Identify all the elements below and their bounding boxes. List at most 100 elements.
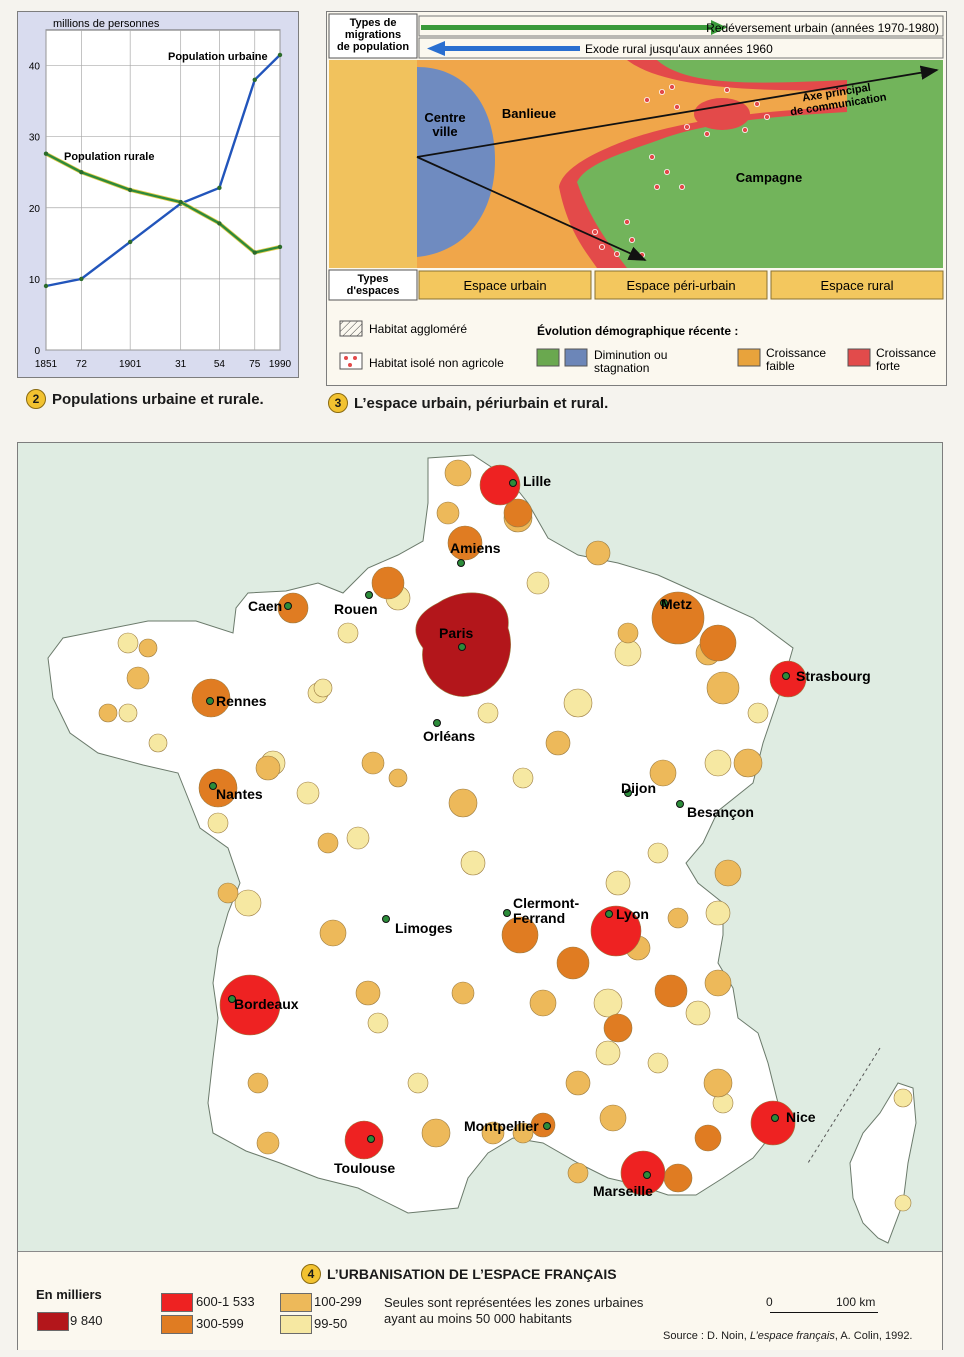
scale-zero: 0 (766, 1295, 773, 1309)
plot-area (45, 29, 281, 351)
figure-number-badge: 4 (301, 1264, 321, 1284)
data-point (178, 199, 183, 205)
city-label-metz: Metz (661, 596, 692, 612)
legend-label-9840: 9 840 (70, 1313, 103, 1328)
series-label-urbaine: Population urbaine (168, 51, 268, 63)
population-chart-panel: 0 10 20 30 40 1851 72 1901 31 54 75 1990 millions de… (17, 11, 299, 378)
figure-number-badge: 2 (26, 389, 46, 409)
legend-label-99-50: 99-50 (314, 1316, 348, 1331)
france-urbanisation-map: Lille Amiens Caen Rouen Paris Metz Stras… (47, 454, 917, 1244)
legend-label-600-1533: 600-1 533 (196, 1294, 255, 1309)
x-tick-label: 31 (175, 359, 187, 370)
legend-note: Seules sont représentées les zones urbai… (384, 1295, 644, 1326)
croissance-forte-label: Croissance forte (876, 346, 936, 373)
campagne-label: Campagne (736, 170, 802, 185)
city-label-montpellier: Montpellier (464, 1118, 539, 1134)
data-point (127, 239, 133, 245)
city-label-strasbourg: Strasbourg (796, 668, 871, 684)
scale-label: 100 km (836, 1295, 876, 1309)
x-tick-label: 54 (214, 359, 226, 370)
data-point (277, 244, 283, 250)
legend-swatch-300-599 (161, 1315, 193, 1334)
y-tick-label: 30 (29, 133, 41, 144)
arrow-green-label: Redéversement urbain (années 1970-1980) (706, 21, 939, 35)
legend-label-300-599: 300-599 (196, 1316, 244, 1331)
city-label-besancon: Besançon (687, 804, 754, 820)
figure-number-badge: 3 (328, 393, 348, 413)
map-legend: 4 L’URBANISATION DE L’ESPACE FRANÇAIS En… (18, 1251, 942, 1350)
population-line-chart: 0 10 20 30 40 1851 72 1901 31 54 75 1990 millions de… (29, 18, 292, 370)
figure3-caption-text: L’espace urbain, périurbain et rural. (354, 394, 609, 412)
source-prefix: Source : D. Noin, (663, 1330, 750, 1342)
source-suffix: , A. Colin, 1992. (834, 1330, 913, 1342)
france-mainland (47, 454, 794, 1214)
espace-urbain-label: Espace urbain (463, 278, 546, 293)
banlieue-label: Banlieue (502, 106, 556, 121)
y-axis-label: millions de personnes (53, 18, 160, 30)
city-label-marseille: Marseille (593, 1183, 653, 1199)
data-point (217, 221, 222, 226)
isole-legend-label: Habitat isolé non agricole (369, 356, 504, 370)
diminution-label: Diminution ou stagnation (594, 348, 667, 375)
x-tick-label: 1990 (269, 359, 292, 370)
legend-title: En milliers (36, 1287, 102, 1302)
figure4-caption: 4 L’URBANISATION DE L’ESPACE FRANÇAIS (301, 1264, 617, 1284)
figure2-caption-text: Populations urbaine et rurale. (52, 390, 264, 408)
city-label-nantes: Nantes (216, 786, 263, 802)
city-label-caen: Caen (248, 598, 282, 614)
isolated-housing-icon (344, 356, 357, 367)
figure3-caption: 3 L’espace urbain, périurbain et rural. (328, 393, 608, 413)
legend-swatch-100-299 (280, 1293, 312, 1312)
croissance-faible-label: Croissance faible (766, 346, 826, 373)
y-tick-label: 40 (29, 62, 41, 73)
data-point (252, 250, 257, 255)
data-point (79, 276, 84, 282)
data-point (43, 283, 49, 289)
city-labels: Lille Amiens Caen Rouen Paris Metz Stras… (216, 473, 871, 1199)
data-point (43, 151, 49, 156)
city-label-lille: Lille (523, 473, 551, 489)
source-title: L’espace français (749, 1330, 835, 1342)
evolution-title: Évolution démographique récente : (537, 323, 738, 338)
city-label-rouen: Rouen (334, 601, 378, 617)
city-label-bordeaux: Bordeaux (234, 996, 299, 1012)
city-label-nice: Nice (786, 1109, 816, 1125)
arrow-blue-label: Exode rural jusqu'aux années 1960 (585, 42, 773, 56)
city-label-amiens: Amiens (450, 540, 501, 556)
x-tick-label: 72 (76, 359, 88, 370)
legend-label-100-299: 100-299 (314, 1294, 362, 1309)
figure4-title: L’URBANISATION DE L’ESPACE FRANÇAIS (327, 1266, 617, 1282)
migration-header: Types de migrations de population (337, 17, 409, 53)
data-point (217, 185, 222, 191)
city-label-clermont-2: Ferrand (513, 910, 565, 926)
data-point (252, 77, 257, 82)
city-label-orleans: Orléans (423, 728, 475, 744)
hatch-legend-label: Habitat aggloméré (369, 322, 467, 336)
city-label-paris: Paris (439, 625, 473, 641)
legend-swatch-600-1533 (161, 1293, 193, 1312)
espace-periurbain-label: Espace péri-urbain (626, 278, 735, 293)
espace-rural-label: Espace rural (821, 278, 894, 293)
city-label-dijon: Dijon (621, 780, 656, 796)
legend-swatch-9840 (37, 1312, 69, 1331)
y-tick-label: 0 (34, 346, 40, 357)
x-tick-label: 1851 (35, 359, 58, 370)
city-markers (206, 479, 790, 1179)
x-tick-label: 75 (249, 359, 261, 370)
data-point (277, 52, 283, 58)
source-note: Source : D. Noin, L’espace français, A. … (663, 1330, 913, 1342)
figure2-caption: 2 Populations urbaine et rurale. (26, 389, 264, 409)
espaces-header: Types d'espaces (347, 273, 400, 297)
series-label-rurale: Population rurale (64, 151, 154, 163)
corsica (849, 1082, 917, 1244)
city-label-limoges: Limoges (395, 920, 453, 936)
y-tick-label: 20 (29, 204, 41, 215)
urbanisation-map-panel: Lille Amiens Caen Rouen Paris Metz Stras… (17, 442, 943, 1350)
data-point (79, 170, 84, 175)
scale-bar (770, 1312, 878, 1313)
city-label-lyon: Lyon (616, 906, 649, 922)
legend-swatch-99-50 (280, 1315, 312, 1334)
data-point (127, 187, 133, 193)
x-tick-label: 1901 (119, 359, 142, 370)
urban-space-diagram-panel: Types de migrations de population Redévers… (326, 11, 947, 386)
